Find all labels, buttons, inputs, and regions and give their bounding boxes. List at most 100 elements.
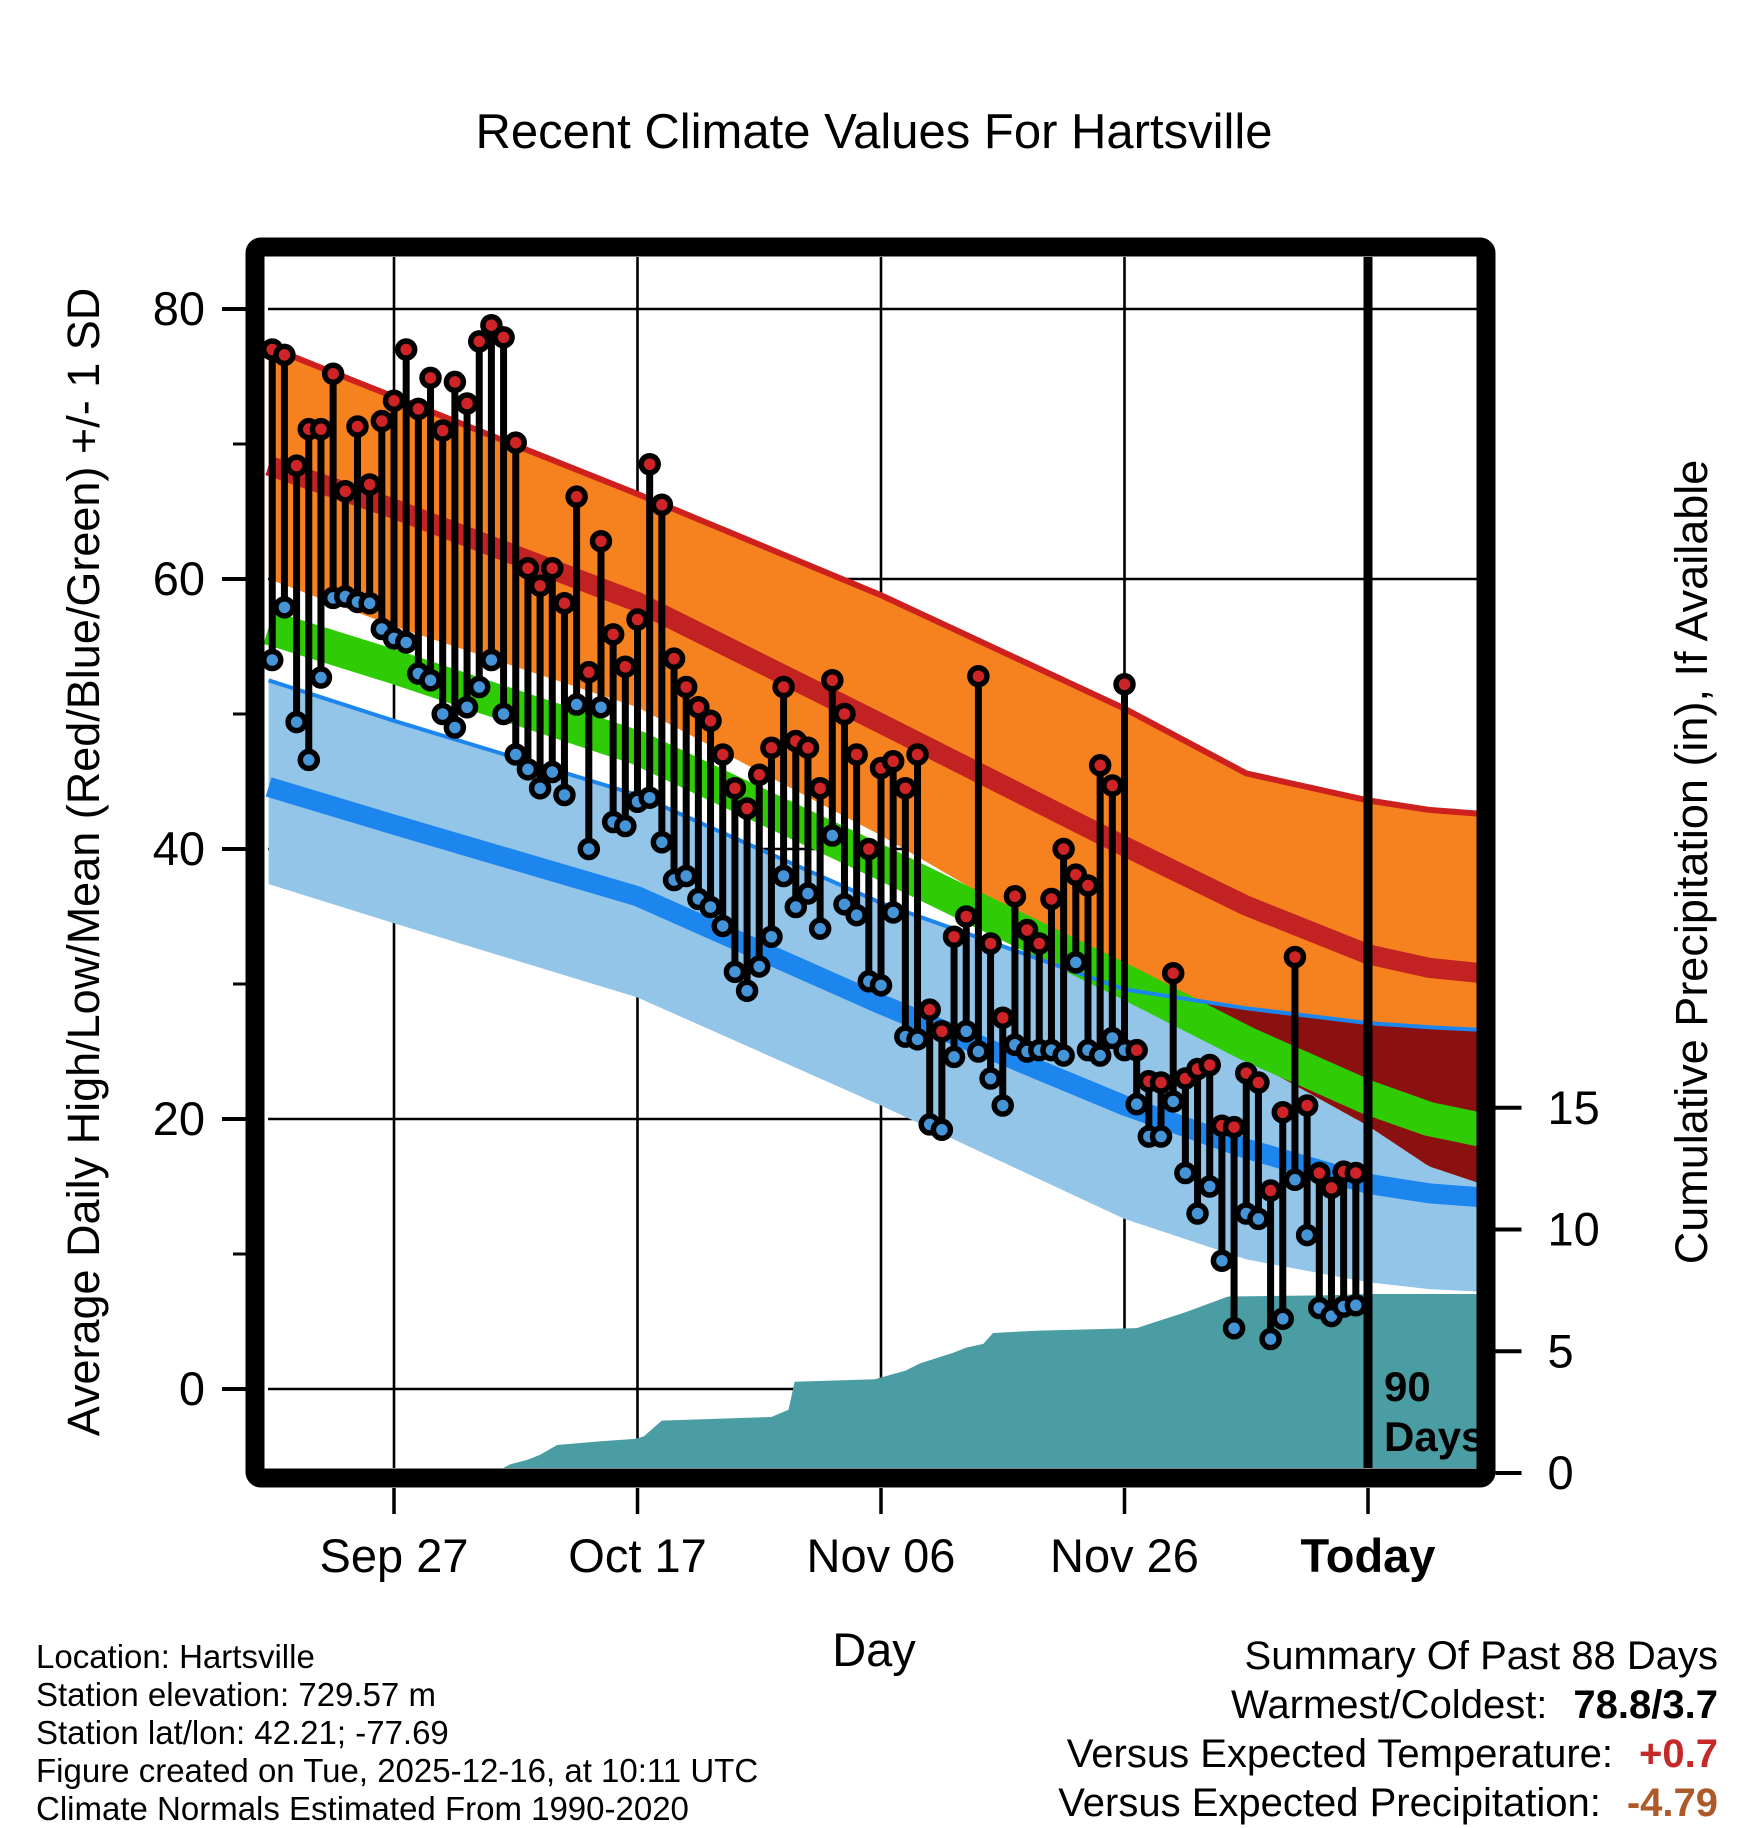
summary-vs-temp: Versus Expected Temperature: +0.7 xyxy=(1067,1730,1718,1779)
daily-high-dot xyxy=(1295,1094,1319,1117)
daily-low-dot xyxy=(942,1045,966,1069)
daily-high-dot xyxy=(334,480,357,503)
daily-low-dot xyxy=(528,777,552,800)
x-tick-label: Oct 17 xyxy=(568,1529,706,1582)
summary-warmest-coldest: Warmest/Coldest: 78.8/3.7 xyxy=(1231,1681,1718,1730)
daily-low-dot xyxy=(492,702,515,726)
daily-low-dot xyxy=(699,895,722,919)
y-right-tick-label: 0 xyxy=(1548,1446,1574,1499)
daily-high-dot xyxy=(687,696,710,719)
daily-high-dot xyxy=(1222,1115,1246,1139)
daily-high-dot xyxy=(821,669,844,692)
x-tick-label: Today xyxy=(1301,1529,1436,1582)
daily-high-dot xyxy=(748,763,771,786)
summary-vs-temp-value: +0.7 xyxy=(1639,1732,1718,1776)
daily-high-dot xyxy=(699,709,722,732)
daily-high-dot xyxy=(1271,1101,1295,1124)
meta-created: Figure created on Tue, 2025-12-16, at 10… xyxy=(36,1752,759,1789)
daily-low-dot xyxy=(1295,1223,1319,1247)
daily-low-dot xyxy=(480,648,503,672)
daily-high-dot xyxy=(455,392,479,415)
daily-high-dot xyxy=(553,592,576,615)
daily-high-dot xyxy=(321,362,345,386)
daily-low-dot xyxy=(991,1094,1014,1117)
daily-low-dot xyxy=(1161,1090,1185,1113)
daily-high-dot xyxy=(967,664,990,688)
daily-high-dot xyxy=(601,623,625,646)
daily-high-dot xyxy=(857,837,881,861)
daily-high-dot xyxy=(614,655,637,678)
daily-low-dot xyxy=(1247,1207,1270,1231)
daily-high-dot xyxy=(881,750,905,773)
daily-low-dot xyxy=(589,696,613,719)
daily-low-dot xyxy=(1125,1092,1148,1116)
daily-high-dot xyxy=(1149,1071,1173,1094)
summary-vs-precip: Versus Expected Precipitation: -4.79 xyxy=(1058,1779,1718,1828)
daily-high-dot xyxy=(285,454,308,477)
daily-high-dot xyxy=(845,743,868,766)
summary-header: Summary Of Past 88 Days xyxy=(1244,1634,1718,1678)
daily-high-dot xyxy=(1161,961,1185,985)
meta-latlon: Station lat/lon: 42.21; -77.69 xyxy=(36,1714,449,1751)
summary-block: Summary Of Past 88 Days Warmest/Coldest:… xyxy=(1058,1632,1718,1828)
daily-high-dot xyxy=(1308,1161,1331,1185)
daily-high-dot xyxy=(1088,754,1112,777)
daily-high-dot xyxy=(443,370,467,394)
daily-high-dot xyxy=(346,415,369,438)
daily-high-dot xyxy=(760,736,783,759)
daily-low-dot xyxy=(1174,1161,1197,1185)
daily-high-low-stems xyxy=(261,313,1368,1351)
daily-high-dot xyxy=(358,473,381,496)
daily-high-dot xyxy=(394,338,418,361)
daily-low-dot xyxy=(906,1028,929,1051)
y-right-tick-label: 15 xyxy=(1548,1081,1600,1134)
x-tick-label: Nov 06 xyxy=(807,1529,956,1582)
summary-warmest-coldest-value: 78.8/3.7 xyxy=(1573,1683,1718,1727)
daily-high-dot xyxy=(638,453,661,476)
daily-high-dot xyxy=(894,777,917,800)
daily-high-dot xyxy=(918,998,941,1021)
daily-low-dot xyxy=(711,914,734,938)
daily-low-dot xyxy=(772,864,795,888)
daily-high-dot xyxy=(808,777,832,800)
daily-low-dot xyxy=(821,824,844,847)
daily-high-dot xyxy=(906,743,929,766)
daily-high-dot xyxy=(1259,1179,1282,1202)
daily-high-dot xyxy=(772,675,795,699)
daily-low-dot xyxy=(674,864,698,888)
summary-vs-temp-label: Versus Expected Temperature: xyxy=(1066,1732,1614,1776)
daily-low-dot xyxy=(1198,1175,1221,1198)
daily-low-dot xyxy=(954,1020,978,1043)
daily-high-dot xyxy=(589,529,613,553)
daily-high-dot xyxy=(467,330,491,353)
daily-high-dot xyxy=(1040,887,1063,911)
daily-low-dot xyxy=(881,901,905,924)
daily-low-dot xyxy=(1186,1202,1209,1225)
daily-high-dot xyxy=(662,647,686,670)
daily-high-dot xyxy=(419,366,442,390)
daily-low-dot xyxy=(261,648,284,672)
summary-vs-precip-value: -4.79 xyxy=(1626,1781,1718,1825)
daily-low-dot xyxy=(516,758,540,781)
meta-elevation: Station elevation: 729.57 m xyxy=(36,1676,436,1713)
plot-border xyxy=(245,237,1496,1488)
daily-low-dot xyxy=(541,760,564,784)
ninety-days-annotation-2: Days xyxy=(1384,1413,1484,1460)
x-tick-label: Nov 26 xyxy=(1050,1529,1199,1582)
daily-high-dot xyxy=(930,1020,954,1043)
daily-low-dot xyxy=(1222,1317,1246,1340)
normal-bands xyxy=(263,344,1485,1468)
daily-low-dot xyxy=(723,960,747,984)
daily-low-dot xyxy=(419,669,442,692)
daily-low-dot xyxy=(443,716,467,739)
daily-high-dot xyxy=(492,326,515,349)
daily-high-dot xyxy=(370,409,394,433)
daily-low-dot xyxy=(273,596,296,619)
daily-high-dot xyxy=(528,574,552,597)
daily-high-dot xyxy=(577,660,601,684)
daily-high-dot xyxy=(674,675,698,699)
daily-low-dot xyxy=(1271,1307,1295,1331)
daily-high-dot xyxy=(796,736,820,759)
y-left-tick-label: 60 xyxy=(153,552,205,605)
